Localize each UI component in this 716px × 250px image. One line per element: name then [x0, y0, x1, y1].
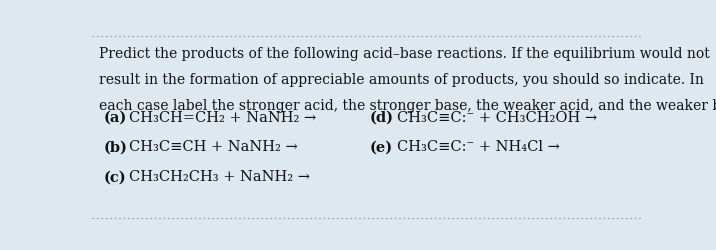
Text: CH₃C≡CH + NaNH₂ →: CH₃C≡CH + NaNH₂ →	[130, 140, 298, 154]
Text: CH₃C≡C:⁻ + NH₄Cl →: CH₃C≡C:⁻ + NH₄Cl →	[397, 140, 561, 154]
Text: CH₃CH=CH₂ + NaNH₂ →: CH₃CH=CH₂ + NaNH₂ →	[130, 110, 316, 124]
Text: (c): (c)	[103, 170, 126, 184]
Text: result in the formation of appreciable amounts of products, you should so indica: result in the formation of appreciable a…	[100, 73, 705, 87]
Text: CH₃CH₂CH₃ + NaNH₂ →: CH₃CH₂CH₃ + NaNH₂ →	[130, 170, 311, 184]
Text: (b): (b)	[103, 140, 127, 154]
Text: (e): (e)	[369, 140, 393, 154]
Text: Predict the products of the following acid–base reactions. If the equilibrium wo: Predict the products of the following ac…	[100, 47, 710, 61]
Text: (a): (a)	[103, 110, 127, 124]
Text: CH₃C≡C:⁻ + CH₃CH₂OH →: CH₃C≡C:⁻ + CH₃CH₂OH →	[397, 110, 598, 124]
Text: (d): (d)	[369, 110, 394, 124]
Text: each case label the stronger acid, the stronger base, the weaker acid, and the w: each case label the stronger acid, the s…	[100, 99, 716, 113]
